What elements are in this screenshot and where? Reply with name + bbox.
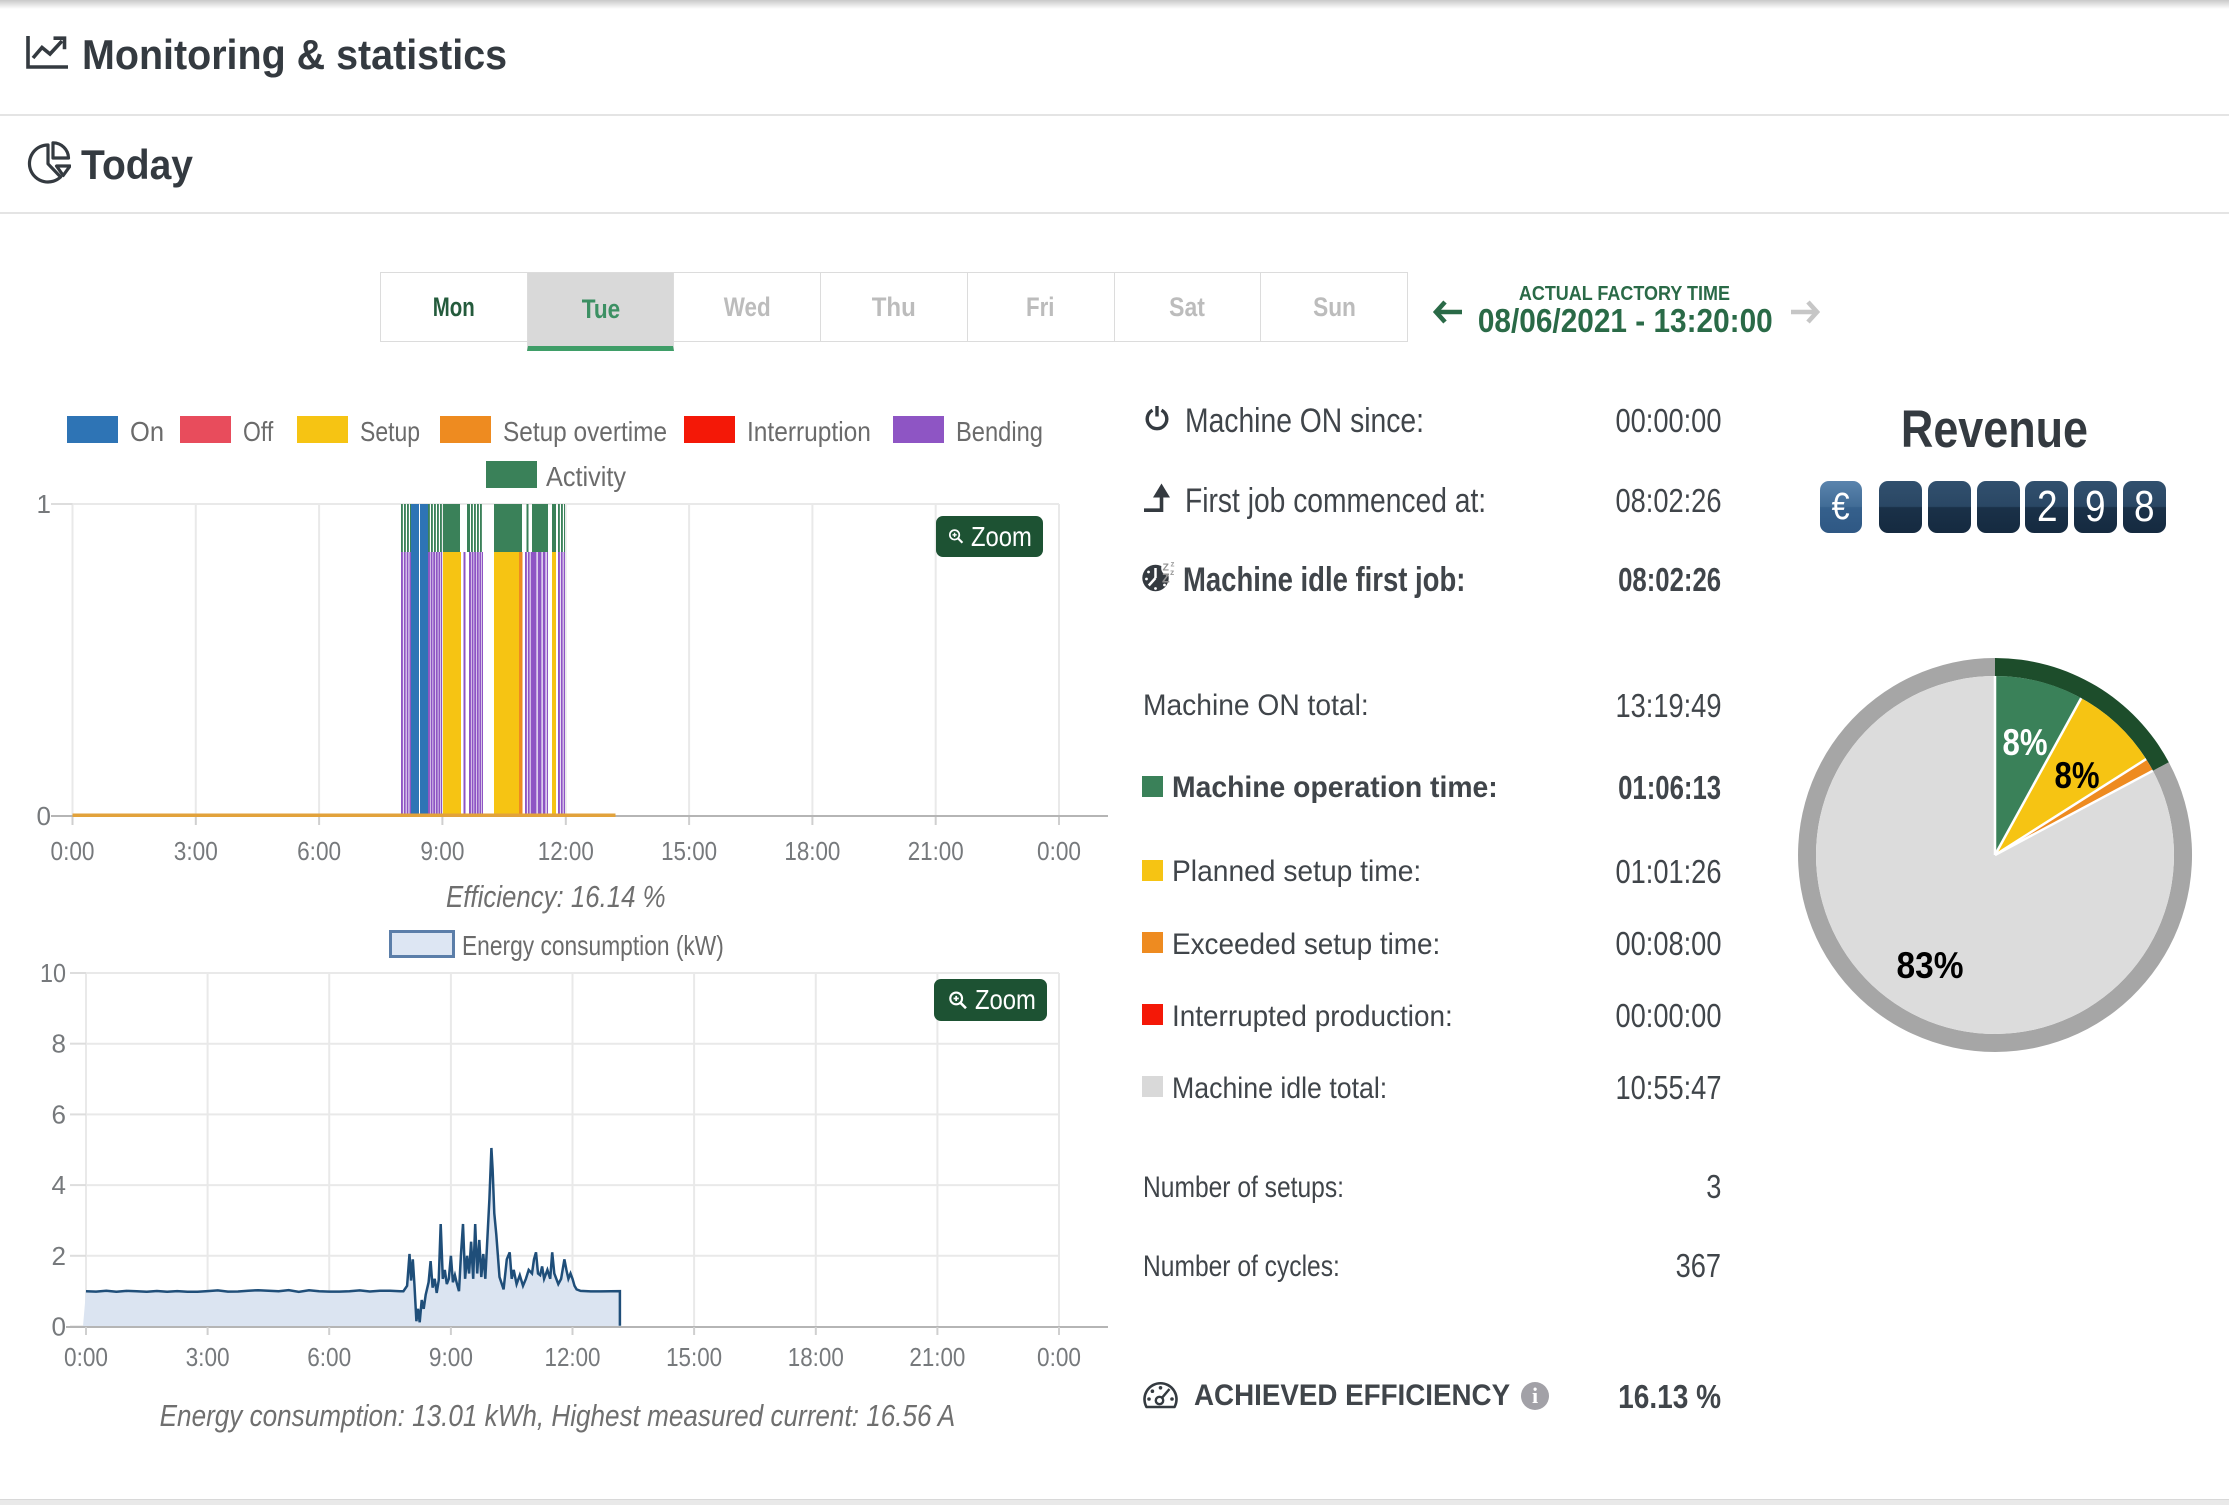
- svg-text:0:00: 0:00: [1037, 836, 1081, 866]
- svg-text:Z: Z: [1162, 572, 1170, 586]
- svg-text:9:00: 9:00: [429, 1342, 473, 1372]
- svg-text:6:00: 6:00: [307, 1342, 351, 1372]
- svg-text:10: 10: [40, 958, 66, 988]
- svg-text:21:00: 21:00: [908, 836, 964, 866]
- svg-text:0: 0: [52, 1312, 66, 1342]
- svg-text:4: 4: [52, 1170, 66, 1200]
- svg-text:15:00: 15:00: [661, 836, 717, 866]
- svg-text:z: z: [1171, 560, 1175, 569]
- svg-text:83%: 83%: [1897, 945, 1964, 986]
- svg-text:z: z: [1170, 567, 1174, 577]
- svg-text:18:00: 18:00: [784, 836, 840, 866]
- svg-text:1: 1: [37, 489, 51, 519]
- svg-text:8%: 8%: [2055, 755, 2100, 796]
- svg-text:6:00: 6:00: [297, 836, 341, 866]
- svg-text:2: 2: [52, 1241, 66, 1271]
- svg-text:0:00: 0:00: [51, 836, 95, 866]
- svg-text:0:00: 0:00: [1037, 1342, 1081, 1372]
- svg-text:0: 0: [37, 801, 51, 831]
- svg-text:18:00: 18:00: [788, 1342, 844, 1372]
- svg-text:Z: Z: [1163, 562, 1170, 574]
- svg-text:6: 6: [52, 1099, 66, 1129]
- svg-text:3:00: 3:00: [186, 1342, 230, 1372]
- svg-text:9:00: 9:00: [420, 836, 464, 866]
- svg-text:0:00: 0:00: [64, 1342, 108, 1372]
- svg-text:12:00: 12:00: [545, 1342, 601, 1372]
- svg-text:3:00: 3:00: [174, 836, 218, 866]
- svg-text:12:00: 12:00: [538, 836, 594, 866]
- svg-text:8%: 8%: [2003, 722, 2048, 763]
- svg-text:21:00: 21:00: [909, 1342, 965, 1372]
- svg-text:15:00: 15:00: [666, 1342, 722, 1372]
- svg-text:8: 8: [52, 1029, 66, 1059]
